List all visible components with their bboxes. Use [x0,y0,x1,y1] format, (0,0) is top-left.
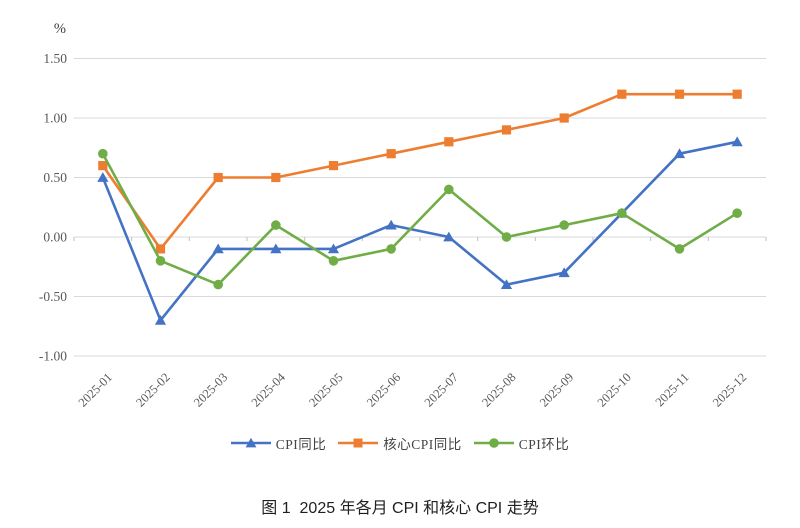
series-line-0 [101,140,739,322]
chart-legend: CPI同比 核心CPI同比 CPI环比 [0,433,800,453]
data-point-marker-1 [559,113,569,123]
data-point-marker-2 [559,220,569,230]
x-tick-label: 2025-10 [595,370,634,409]
data-point-marker-2 [444,184,454,195]
data-point-marker-0 [673,148,686,159]
data-point-marker-0 [558,267,570,278]
data-point-marker-1 [328,161,339,171]
x-tick-label: 2025-02 [133,370,172,409]
x-tick-label: 2025-05 [306,370,345,409]
legend-label-cpi-mom: CPI环比 [518,437,570,452]
y-tick-label: -0.50 [39,289,67,304]
legend-label-cpi-yoy: CPI同比 [275,437,327,452]
circle-legend-glyph [488,438,499,448]
y-tick-label: 0.00 [43,230,67,245]
cpi-trend-chart: % 1.50 1.00 0.50 0.00 -0.50 -1.00 2025-01 2025-0… [39,21,767,410]
data-point-marker-2 [328,255,339,266]
legend-item-cpi-yoy: CPI同比 [230,433,327,453]
data-point-marker-1 [98,161,108,171]
data-point-marker-0 [385,219,397,230]
y-axis-unit-label: % [54,21,66,37]
data-point-marker-1 [386,149,396,159]
series-line-2 [101,152,739,286]
data-point-marker-1 [271,172,281,183]
data-point-marker-0 [212,243,224,254]
legend-marker-cpi-mom [473,438,514,448]
data-point-marker-2 [155,255,166,266]
data-point-marker-2 [271,220,281,230]
y-tick-label: 1.50 [43,51,67,66]
data-point-marker-0 [327,243,340,254]
y-tick-label: 1.00 [43,111,67,126]
y-tick-label: 0.50 [43,170,67,185]
data-point-marker-0 [731,136,743,147]
data-point-marker-2 [98,148,108,159]
data-point-marker-1 [501,125,512,135]
x-tick-label: 2025-12 [710,370,749,409]
legend-marker-core-cpi-yoy [338,438,379,448]
x-tick-label: 2025-01 [76,370,115,409]
data-point-marker-1 [674,89,685,99]
data-point-marker-1 [213,172,223,183]
data-point-marker-0 [154,314,167,325]
x-tick-label: 2025-07 [422,370,461,409]
data-point-marker-0 [443,231,455,242]
figure-caption: 图 1 2025 年各月 CPI 和核心 CPI 走势 [261,500,539,517]
data-point-marker-2 [213,279,223,290]
data-point-marker-1 [444,137,454,147]
legend-item-cpi-mom: CPI环比 [473,433,570,453]
x-tick-label: 2025-06 [364,370,403,409]
data-point-marker-2 [386,244,396,254]
data-point-marker-0 [270,243,282,254]
legend-label-core-cpi-yoy: 核心CPI同比 [383,437,462,452]
x-tick-label: 2025-08 [479,370,518,409]
data-point-marker-1 [732,89,742,99]
data-point-marker-2 [501,232,512,242]
data-point-marker-2 [732,208,742,218]
legend-marker-cpi-yoy [230,437,271,448]
triangle-legend-glyph [245,437,257,448]
x-tick-label: 2025-11 [653,370,692,409]
data-point-marker-0 [500,279,513,289]
series-line-1 [101,92,739,251]
data-point-marker-1 [155,244,166,254]
data-point-marker-0 [97,172,109,182]
data-point-marker-1 [617,89,627,99]
data-point-marker-2 [617,208,627,218]
x-tick-label: 2025-04 [249,370,289,410]
x-tick-label: 2025-03 [191,370,230,409]
chart-canvas: % 1.50 1.00 0.50 0.00 -0.50 -1.00 2025-01 2025-0… [39,21,767,410]
y-tick-label: -1.00 [39,349,67,364]
legend-item-core-cpi-yoy: 核心CPI同比 [338,433,462,453]
x-tick-label: 2025-09 [537,370,576,409]
square-legend-glyph [353,438,363,448]
data-point-marker-2 [674,244,685,254]
